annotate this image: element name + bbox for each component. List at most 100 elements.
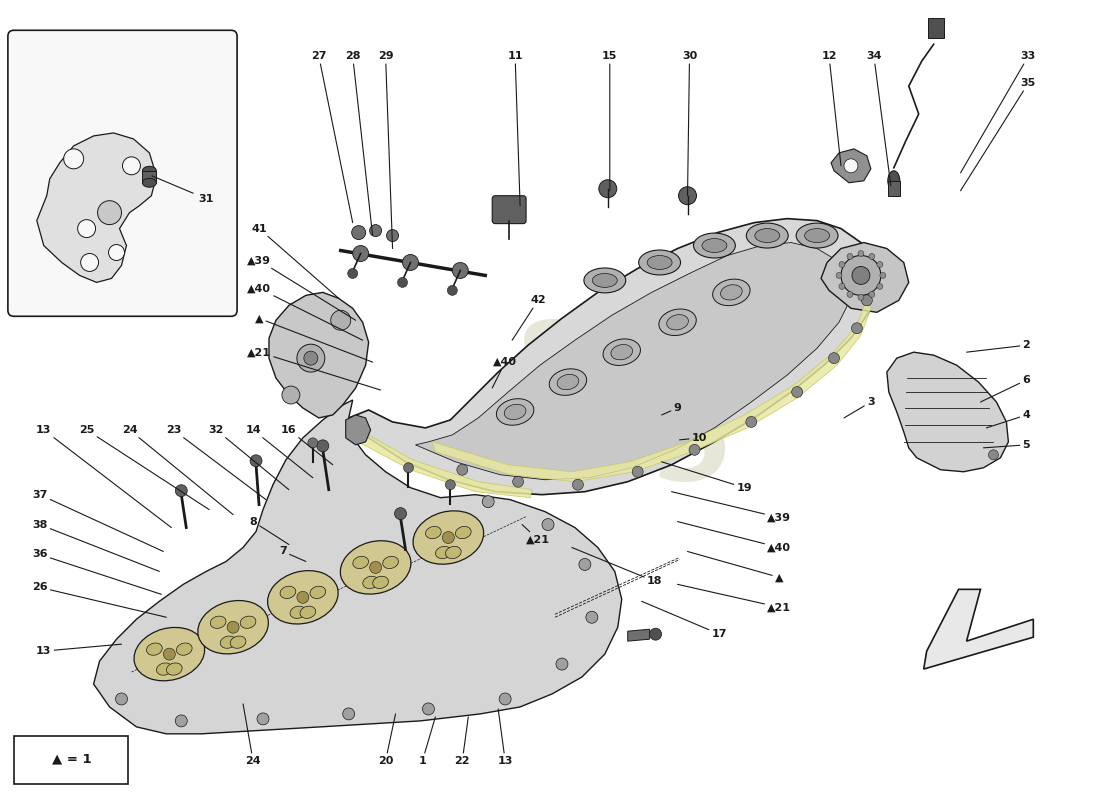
Polygon shape xyxy=(36,133,156,282)
Text: ▲40: ▲40 xyxy=(678,522,791,553)
Circle shape xyxy=(689,444,700,455)
Circle shape xyxy=(403,254,418,270)
Polygon shape xyxy=(628,630,650,641)
Ellipse shape xyxy=(134,627,205,681)
Text: 24: 24 xyxy=(122,425,233,514)
Text: 3: 3 xyxy=(844,397,875,418)
Circle shape xyxy=(304,351,318,365)
Polygon shape xyxy=(924,590,1033,669)
Ellipse shape xyxy=(584,268,626,293)
Circle shape xyxy=(448,286,458,295)
Polygon shape xyxy=(345,415,371,445)
Ellipse shape xyxy=(888,170,900,190)
Circle shape xyxy=(78,220,96,238)
Text: ▲ = 1: ▲ = 1 xyxy=(52,752,91,766)
Text: ▲39: ▲39 xyxy=(248,255,355,320)
Circle shape xyxy=(348,269,358,278)
Text: 9: 9 xyxy=(661,403,682,415)
FancyBboxPatch shape xyxy=(8,30,238,316)
Polygon shape xyxy=(351,428,532,498)
Circle shape xyxy=(446,480,455,490)
Circle shape xyxy=(858,250,864,257)
Ellipse shape xyxy=(146,643,162,655)
Circle shape xyxy=(839,262,845,267)
Circle shape xyxy=(861,295,872,306)
Ellipse shape xyxy=(436,546,451,558)
Text: 36: 36 xyxy=(32,550,162,594)
Circle shape xyxy=(828,353,839,364)
Ellipse shape xyxy=(340,541,411,594)
Circle shape xyxy=(579,558,591,570)
Ellipse shape xyxy=(363,576,378,589)
Polygon shape xyxy=(142,170,156,182)
Ellipse shape xyxy=(176,643,192,655)
Text: 34: 34 xyxy=(866,51,891,186)
Circle shape xyxy=(858,294,864,300)
Circle shape xyxy=(122,157,141,174)
Circle shape xyxy=(308,438,318,448)
Ellipse shape xyxy=(230,636,246,648)
Text: 19: 19 xyxy=(661,462,752,493)
Ellipse shape xyxy=(353,556,369,569)
Ellipse shape xyxy=(639,250,681,275)
Text: 12: 12 xyxy=(822,51,842,166)
Polygon shape xyxy=(927,18,944,38)
Circle shape xyxy=(746,417,757,427)
Ellipse shape xyxy=(210,616,225,628)
Ellipse shape xyxy=(610,345,632,360)
Text: 10: 10 xyxy=(680,433,707,443)
Polygon shape xyxy=(270,292,368,418)
Circle shape xyxy=(586,611,597,623)
Text: 8: 8 xyxy=(250,517,289,545)
Circle shape xyxy=(679,186,696,205)
FancyBboxPatch shape xyxy=(14,736,129,784)
Circle shape xyxy=(404,462,414,473)
Ellipse shape xyxy=(198,601,268,654)
Text: 20: 20 xyxy=(378,714,396,766)
Ellipse shape xyxy=(426,526,441,538)
Ellipse shape xyxy=(290,606,306,618)
Polygon shape xyxy=(821,242,909,312)
Circle shape xyxy=(572,479,583,490)
Circle shape xyxy=(80,254,99,271)
Text: 25: 25 xyxy=(79,425,209,510)
Circle shape xyxy=(880,273,886,278)
Ellipse shape xyxy=(383,556,398,569)
Circle shape xyxy=(395,508,407,519)
Circle shape xyxy=(499,693,512,705)
Circle shape xyxy=(257,713,270,725)
Circle shape xyxy=(397,278,407,287)
Text: 30: 30 xyxy=(682,51,697,196)
Ellipse shape xyxy=(446,546,461,558)
Circle shape xyxy=(632,466,644,478)
Circle shape xyxy=(250,455,262,466)
Circle shape xyxy=(650,628,661,640)
Ellipse shape xyxy=(300,606,316,618)
Polygon shape xyxy=(94,400,621,734)
FancyBboxPatch shape xyxy=(492,196,526,224)
Text: ▲40: ▲40 xyxy=(248,283,363,340)
Circle shape xyxy=(598,180,617,198)
Circle shape xyxy=(297,344,324,372)
Circle shape xyxy=(331,310,351,330)
Ellipse shape xyxy=(142,166,156,175)
Circle shape xyxy=(175,715,187,727)
Circle shape xyxy=(847,291,852,298)
Text: 32: 32 xyxy=(209,425,289,490)
Ellipse shape xyxy=(647,255,672,270)
Circle shape xyxy=(352,226,365,239)
Ellipse shape xyxy=(280,586,296,598)
Circle shape xyxy=(370,562,382,574)
Circle shape xyxy=(513,476,524,487)
Text: 42: 42 xyxy=(513,295,546,340)
Ellipse shape xyxy=(414,511,484,564)
Text: ▲40: ▲40 xyxy=(492,357,517,388)
Circle shape xyxy=(842,255,881,295)
Ellipse shape xyxy=(455,526,471,538)
Circle shape xyxy=(792,386,803,398)
Text: 24: 24 xyxy=(243,704,261,766)
Ellipse shape xyxy=(557,374,579,390)
Ellipse shape xyxy=(667,314,689,330)
Circle shape xyxy=(869,291,874,298)
Text: 5: 5 xyxy=(983,440,1031,450)
